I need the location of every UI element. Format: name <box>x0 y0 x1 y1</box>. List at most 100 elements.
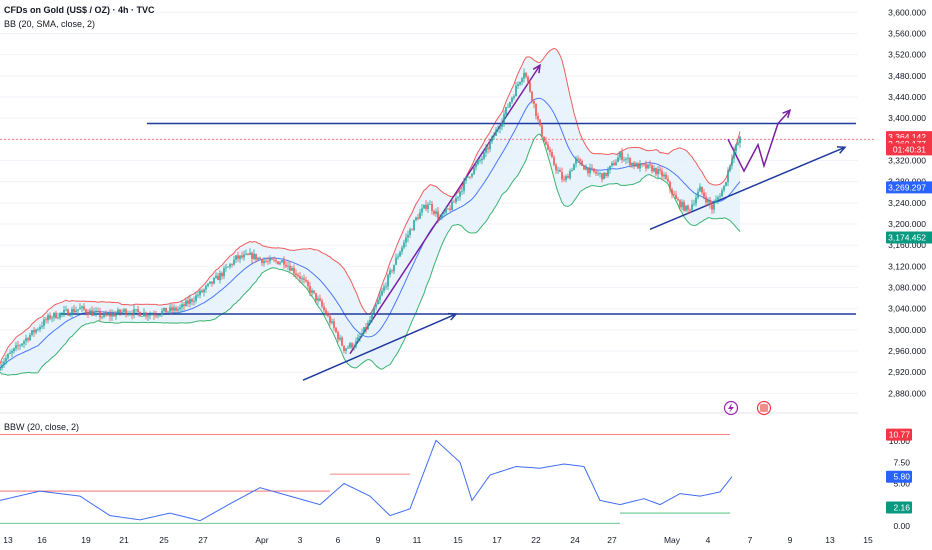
candle-body <box>621 152 623 160</box>
symbol-legend[interactable]: CFDs on Gold (US$ / OZ) · 4h · TVC <box>4 5 155 15</box>
candle-body <box>285 264 287 267</box>
candle-body <box>543 136 545 142</box>
candle-body <box>501 122 503 127</box>
candle-body <box>287 265 289 267</box>
candle-body <box>229 264 231 267</box>
us-flag-event-icon[interactable] <box>756 400 772 416</box>
candle-body <box>377 300 379 305</box>
candle-body <box>15 345 17 349</box>
candle-body <box>423 204 425 209</box>
candle-body <box>685 205 687 211</box>
projection-arrow-head <box>782 108 792 119</box>
candle-body <box>201 290 203 293</box>
candle-body <box>471 173 473 177</box>
candle-body <box>5 358 7 362</box>
time-tick-label: 15 <box>863 535 873 545</box>
candle-body <box>539 119 541 126</box>
candle-body <box>565 176 567 180</box>
time-tick-label: Apr <box>255 535 268 545</box>
candle-body <box>545 141 547 145</box>
candle-body <box>737 143 739 145</box>
candle-body <box>487 147 489 150</box>
candle-body <box>485 147 487 153</box>
candle-body <box>71 309 73 316</box>
candle-body <box>307 281 309 286</box>
price-tag <box>886 143 932 156</box>
candle-body <box>59 313 61 318</box>
candle-body <box>489 141 491 150</box>
bbw-legend[interactable]: BBW (20, close, 2) <box>4 422 80 432</box>
candle-body <box>147 315 149 317</box>
candle-body <box>133 309 135 316</box>
candle-body <box>483 152 485 159</box>
candle-body <box>351 343 353 348</box>
candle-body <box>591 167 593 169</box>
candle-body <box>207 283 209 286</box>
candle-body <box>91 310 93 316</box>
candle-body <box>163 307 165 311</box>
candle-body <box>449 208 451 211</box>
time-tick-label: 25 <box>159 535 169 545</box>
time-tick-label: 13 <box>3 535 13 545</box>
candle-body <box>151 314 153 316</box>
candle-body <box>103 313 105 317</box>
candle-body <box>609 165 611 170</box>
candle-body <box>1 364 3 369</box>
candle-body <box>215 275 217 278</box>
candle-body <box>327 314 329 317</box>
candle-body <box>653 167 655 172</box>
candle-body <box>415 217 417 221</box>
price-axis: 3,600.000 3,560.000 3,520.000 3,480.000 3,44… <box>886 7 932 531</box>
candle-body <box>525 72 527 77</box>
candle-body <box>389 270 391 275</box>
candle-body <box>387 274 389 287</box>
candle-body <box>419 212 421 219</box>
candle-body <box>83 306 85 310</box>
time-axis: 13 16 19 21 25 27 Apr 3 6 9 11 15 17 22 24 27 May 4 7 9 13 15 <box>3 535 873 545</box>
candle-body <box>475 164 477 168</box>
candle-body <box>577 158 579 160</box>
bb-lower-band <box>0 133 741 376</box>
candle-body <box>535 103 537 116</box>
bbw-tag-label: 10.77 <box>889 430 911 440</box>
candle-body <box>719 196 721 198</box>
candle-body <box>549 149 551 153</box>
candle-body <box>157 315 159 317</box>
candle-body <box>647 164 649 169</box>
candle-body <box>237 255 239 259</box>
candle-body <box>461 190 463 192</box>
time-tick-label: 16 <box>37 535 47 545</box>
candle-body <box>521 78 523 83</box>
candle-body <box>211 281 213 284</box>
candle-body <box>95 311 97 312</box>
price-tag <box>886 231 932 244</box>
lightning-icon <box>728 403 734 413</box>
candle-body <box>3 361 5 365</box>
candle-body <box>137 309 139 313</box>
candle-body <box>263 260 265 264</box>
time-tick-label: 17 <box>492 535 502 545</box>
candle-body <box>225 267 227 269</box>
candle-body <box>11 351 13 353</box>
candle-body <box>637 163 639 169</box>
bb-legend[interactable]: BB (20, SMA, close, 2) <box>4 19 96 29</box>
candle-body <box>25 338 27 342</box>
lightning-event-icon[interactable] <box>723 400 739 416</box>
candle-body <box>195 295 197 301</box>
time-tick-label: 21 <box>119 535 129 545</box>
candle-body <box>727 170 729 182</box>
candle-body <box>511 97 513 103</box>
candle-body <box>335 327 337 333</box>
candle-body <box>659 169 661 171</box>
candle-body <box>277 261 279 265</box>
candle-body <box>527 76 529 83</box>
candle-body <box>361 333 363 337</box>
candle-body <box>365 327 367 330</box>
candle-body <box>661 170 663 177</box>
candle-body <box>673 194 675 196</box>
candle-body <box>323 306 325 311</box>
candle-body <box>369 319 371 323</box>
candle-body <box>235 255 237 260</box>
candle-body <box>231 264 233 266</box>
